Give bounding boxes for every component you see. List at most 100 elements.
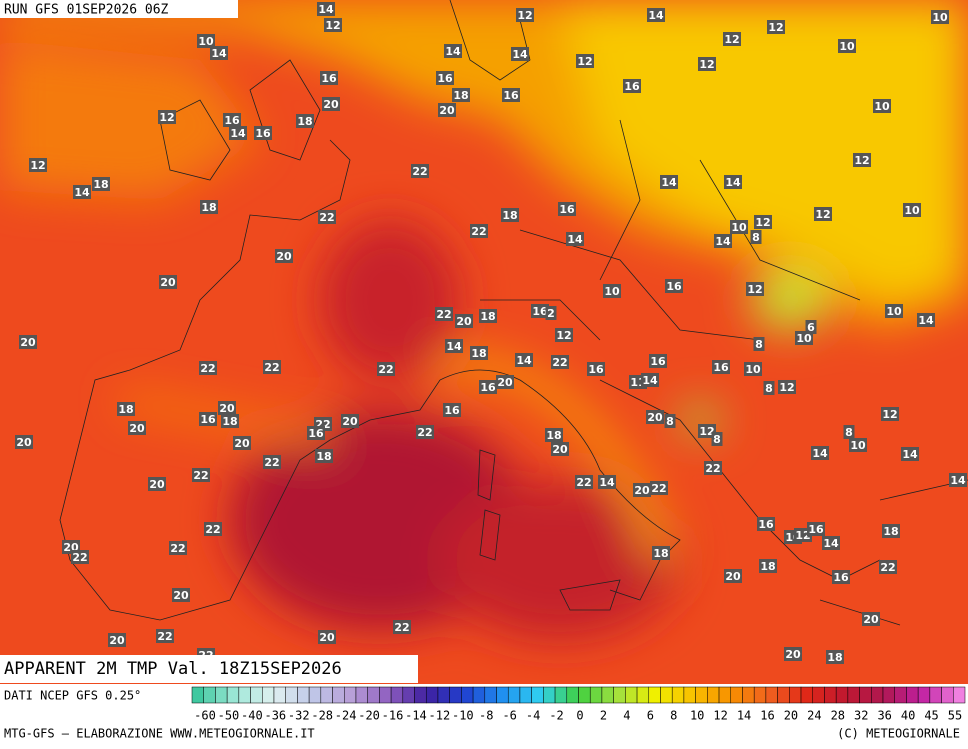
- label-box: [551, 355, 569, 369]
- label-box: [784, 647, 802, 661]
- label-box: [882, 524, 900, 538]
- colorbar-label: -16: [382, 709, 404, 723]
- label-box: [807, 522, 825, 536]
- label-box: [416, 425, 434, 439]
- value-label: 22: [319, 211, 334, 224]
- label-box: [445, 339, 463, 353]
- value-label: 12: [517, 9, 532, 22]
- label-box: [730, 220, 748, 234]
- title-box: [0, 655, 418, 683]
- value-label: 16: [224, 114, 240, 127]
- colorbar-label: 8: [670, 709, 677, 723]
- label-box: [172, 588, 190, 602]
- value-label: 16: [255, 127, 271, 140]
- value-label: 12: [724, 33, 739, 46]
- colorbar-cell: [414, 686, 427, 704]
- value-label: 20: [160, 276, 176, 289]
- label-box: [128, 421, 146, 435]
- colorbar-label: 36: [877, 709, 891, 723]
- label-box: [660, 175, 678, 189]
- value-label: 14: [211, 47, 227, 60]
- colorbar-label: -8: [479, 709, 493, 723]
- value-label: 14: [230, 127, 246, 140]
- colorbar-label: -60: [194, 709, 216, 723]
- value-label: 20: [439, 104, 455, 117]
- label-box: [315, 449, 333, 463]
- label-box: [197, 34, 215, 48]
- colorbar-label: -12: [429, 709, 451, 723]
- source-label: DATI NCEP GFS 0.25°: [4, 689, 141, 703]
- value-label: 12: [30, 159, 45, 172]
- value-label: 22: [170, 542, 185, 555]
- colorbar-label: 0: [576, 709, 583, 723]
- value-label: 14: [950, 474, 966, 487]
- label-box: [254, 126, 272, 140]
- colorbar-cell: [894, 686, 907, 704]
- label-box: [750, 230, 762, 244]
- credit: MTG-GFS — ELABORAZIONE WWW.METEOGIORNALE…: [4, 727, 315, 741]
- value-label: 20: [785, 648, 801, 661]
- label-box: [650, 481, 668, 495]
- label-box: [229, 126, 247, 140]
- value-label: 14: [918, 314, 934, 327]
- colorbar-cell: [835, 686, 849, 704]
- colorbar-label: 20: [784, 709, 798, 723]
- value-label: 10: [839, 40, 855, 53]
- label-box: [879, 560, 897, 574]
- colorbar-label: 4: [623, 709, 630, 723]
- label-box: [646, 410, 664, 424]
- label-box: [754, 215, 772, 229]
- colorbar-cell: [437, 686, 450, 704]
- colorbar-cell: [531, 686, 544, 704]
- label-box: [435, 307, 453, 321]
- label-box: [218, 401, 236, 415]
- label-box: [759, 559, 777, 573]
- colorbar-cell: [238, 686, 251, 704]
- colorbar-cell: [765, 686, 778, 704]
- label-box: [341, 414, 359, 428]
- label-box: [29, 158, 47, 172]
- label-box: [515, 353, 533, 367]
- colorbar-cell: [660, 686, 673, 704]
- label-box: [873, 99, 891, 113]
- value-label: 20: [173, 589, 189, 602]
- colorbar-label: 10: [690, 709, 704, 723]
- label-box: [763, 381, 775, 395]
- colorbar-cell: [507, 686, 521, 704]
- label-box: [633, 483, 651, 497]
- value-label: 18: [883, 525, 898, 538]
- colorbar-cell: [472, 686, 486, 704]
- label-box: [324, 18, 342, 32]
- value-label: 16: [758, 518, 774, 531]
- value-label: 14: [648, 9, 664, 22]
- value-label: 16: [503, 89, 519, 102]
- value-label: 18: [297, 115, 312, 128]
- label-box: [411, 164, 429, 178]
- colorbar-label: -24: [335, 709, 357, 723]
- colorbar-label: -28: [311, 709, 333, 723]
- label-box: [649, 354, 667, 368]
- label-box: [704, 461, 722, 475]
- colorbar-cell: [671, 686, 685, 704]
- label-box: [200, 200, 218, 214]
- colorbar-cell: [859, 686, 872, 704]
- label-box: [455, 314, 473, 328]
- value-label: 14: [902, 448, 918, 461]
- value-label: 16: [624, 80, 640, 93]
- label-box: [317, 2, 335, 16]
- value-label: 20: [863, 613, 879, 626]
- label-box: [795, 331, 813, 345]
- colorbar-cell: [953, 686, 966, 704]
- colorbar-label: 14: [737, 709, 751, 723]
- colorbar-label: -32: [288, 709, 310, 723]
- colorbar-cell: [390, 686, 404, 704]
- value-label: 18: [653, 547, 668, 560]
- value-label: 8: [713, 433, 721, 446]
- value-label: 12: [325, 19, 340, 32]
- label-box: [805, 320, 817, 334]
- colorbar-cell: [929, 686, 942, 704]
- value-label: 10: [850, 439, 866, 452]
- value-label: 14: [74, 186, 90, 199]
- colorbar-cell: [777, 686, 790, 704]
- value-label: 12: [699, 425, 714, 438]
